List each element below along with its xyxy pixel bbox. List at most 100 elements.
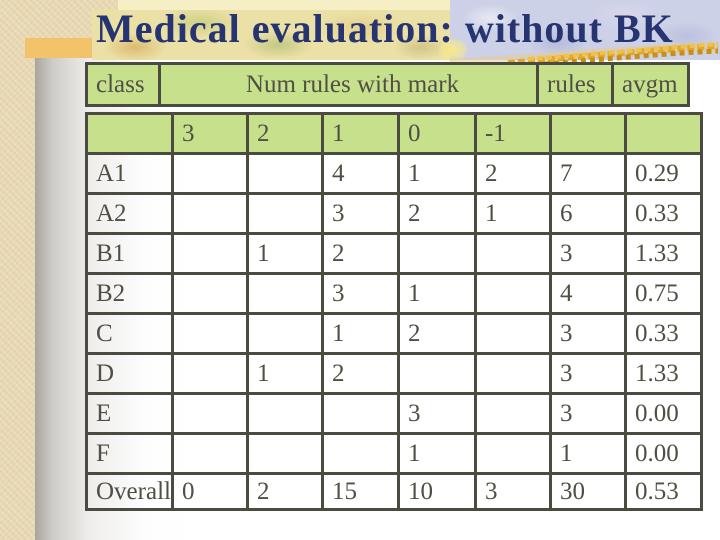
mark-cell bbox=[396, 352, 477, 395]
class-header-cell: class bbox=[85, 62, 161, 107]
header-row: class Num rules with mark rules avgm bbox=[85, 62, 690, 107]
avgm-cell: 1.33 bbox=[623, 232, 703, 275]
results-table-body: 3 2 1 0 -1 A1 4 1 2 7 0.29 A2 bbox=[85, 112, 703, 511]
wheat-decoration bbox=[449, 42, 719, 68]
mark-cell: 2 bbox=[473, 152, 552, 195]
mark-cell bbox=[473, 352, 552, 395]
mark-cell bbox=[320, 392, 400, 435]
floral-texture-yellow bbox=[92, 10, 450, 60]
class-cell: F bbox=[85, 432, 174, 475]
mark-cell: 1 bbox=[396, 272, 477, 315]
mark-cell: 2 bbox=[245, 472, 324, 511]
rules-cell: 4 bbox=[548, 272, 627, 315]
mark-cell bbox=[473, 392, 552, 435]
class-cell: A1 bbox=[85, 152, 174, 195]
rules-cell: 3 bbox=[548, 392, 627, 435]
avgm-cell: 0.00 bbox=[623, 432, 703, 475]
mark-header-cell: 3 bbox=[170, 112, 249, 155]
mark-cell: 1 bbox=[396, 432, 477, 475]
mark-cell: 1 bbox=[245, 352, 324, 395]
mark-cell: 10 bbox=[396, 472, 477, 511]
table-row-overall: Overall 0 2 15 10 3 30 0.53 bbox=[85, 472, 703, 511]
sun-glow-decoration bbox=[438, 38, 468, 62]
slide-title: Medical evaluation: without BK bbox=[96, 6, 674, 51]
mark-cell bbox=[473, 432, 552, 475]
class-cell: Overall bbox=[85, 472, 174, 511]
mark-header-cell: 2 bbox=[245, 112, 324, 155]
rules-header-cell: rules bbox=[536, 62, 614, 107]
avgm-cell: 0.29 bbox=[623, 152, 703, 195]
mark-cell bbox=[170, 272, 249, 315]
mark-cell: 1 bbox=[396, 152, 477, 195]
table-row: D 1 2 3 1.33 bbox=[85, 352, 703, 395]
mark-cell: 3 bbox=[320, 272, 400, 315]
mark-cell: 2 bbox=[320, 232, 400, 275]
avgm-cell: 0.33 bbox=[623, 312, 703, 355]
rules-cell: 3 bbox=[548, 352, 627, 395]
mark-cell bbox=[245, 312, 324, 355]
mark-cell bbox=[170, 152, 249, 195]
mark-cell bbox=[245, 192, 324, 235]
mark-cell: 1 bbox=[320, 312, 400, 355]
avgm-cell: 1.33 bbox=[623, 352, 703, 395]
class-cell: B2 bbox=[85, 272, 174, 315]
mark-cell bbox=[170, 312, 249, 355]
table-row: E 3 3 0.00 bbox=[85, 392, 703, 435]
table-row: C 1 2 3 0.33 bbox=[85, 312, 703, 355]
mark-cell bbox=[245, 152, 324, 195]
blank-header-cell bbox=[548, 112, 627, 155]
table-row: B2 3 1 4 0.75 bbox=[85, 272, 703, 315]
class-cell: E bbox=[85, 392, 174, 435]
mark-cell bbox=[473, 312, 552, 355]
table-row: B1 1 2 3 1.33 bbox=[85, 232, 703, 275]
mark-cell bbox=[170, 392, 249, 435]
mark-cell: 3 bbox=[473, 472, 552, 511]
mark-cell bbox=[473, 232, 552, 275]
rules-cell: 7 bbox=[548, 152, 627, 195]
mark-cell: 2 bbox=[320, 352, 400, 395]
rules-cell: 1 bbox=[548, 432, 627, 475]
mark-header-cell: -1 bbox=[473, 112, 552, 155]
class-cell: C bbox=[85, 312, 174, 355]
avgm-cell: 0.33 bbox=[623, 192, 703, 235]
table-row: F 1 1 0.00 bbox=[85, 432, 703, 475]
results-table-header: class Num rules with mark rules avgm bbox=[85, 62, 690, 107]
mark-cell: 3 bbox=[320, 192, 400, 235]
mark-cell bbox=[396, 232, 477, 275]
group-header-cell: Num rules with mark bbox=[158, 62, 539, 107]
mark-cell: 2 bbox=[396, 312, 477, 355]
avgm-header-cell: avgm bbox=[611, 62, 690, 107]
mark-cell bbox=[320, 432, 400, 475]
mark-cell: 1 bbox=[473, 192, 552, 235]
class-cell: D bbox=[85, 352, 174, 395]
mark-cell: 4 bbox=[320, 152, 400, 195]
rules-cell: 6 bbox=[548, 192, 627, 235]
mark-cell bbox=[473, 272, 552, 315]
mark-cell bbox=[245, 272, 324, 315]
mark-cell bbox=[245, 392, 324, 435]
mark-header-cell: 1 bbox=[320, 112, 400, 155]
blank-header-cell bbox=[623, 112, 703, 155]
mark-cell bbox=[245, 432, 324, 475]
blank-header-cell bbox=[85, 112, 174, 155]
mark-cell bbox=[170, 192, 249, 235]
rules-cell: 3 bbox=[548, 232, 627, 275]
avgm-cell: 0.00 bbox=[623, 392, 703, 435]
avgm-cell: 0.75 bbox=[623, 272, 703, 315]
top-strip-decoration bbox=[118, 0, 450, 11]
mark-cell: 3 bbox=[396, 392, 477, 435]
rules-cell: 3 bbox=[548, 312, 627, 355]
table-row: A2 3 2 1 6 0.33 bbox=[85, 192, 703, 235]
mark-cell bbox=[170, 432, 249, 475]
rules-cell: 30 bbox=[548, 472, 627, 511]
class-cell: B1 bbox=[85, 232, 174, 275]
avgm-cell: 0.53 bbox=[623, 472, 703, 511]
mark-header-row: 3 2 1 0 -1 bbox=[85, 112, 703, 155]
table-row: A1 4 1 2 7 0.29 bbox=[85, 152, 703, 195]
mark-cell: 2 bbox=[396, 192, 477, 235]
class-cell: A2 bbox=[85, 192, 174, 235]
mark-cell bbox=[170, 232, 249, 275]
mark-header-cell: 0 bbox=[396, 112, 477, 155]
mark-cell: 0 bbox=[170, 472, 249, 511]
